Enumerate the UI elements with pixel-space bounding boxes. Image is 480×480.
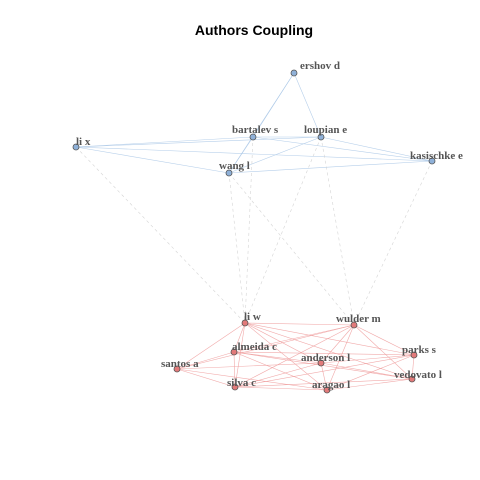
edge-loupian-liw xyxy=(245,137,321,323)
node-lix[interactable]: li x xyxy=(73,136,91,150)
node-label: ershov d xyxy=(300,60,340,72)
node-anderson[interactable]: anderson l xyxy=(301,352,350,366)
node-label: wang l xyxy=(219,160,250,172)
node-santos[interactable]: santos a xyxy=(161,358,199,372)
graph-title: Authors Coupling xyxy=(195,22,313,38)
node-label: parks s xyxy=(402,344,437,356)
node-parks[interactable]: parks s xyxy=(402,344,437,358)
node-vedovato[interactable]: vedovato l xyxy=(394,369,442,382)
node-label: santos a xyxy=(161,358,199,370)
edge-lix-wangl xyxy=(76,147,229,173)
node-label: silva c xyxy=(227,377,256,389)
edge-wangl-kasischke xyxy=(229,161,432,173)
edge-loupian-wulder xyxy=(321,137,354,325)
node-label: vedovato l xyxy=(394,369,442,381)
edge-bartalev-lix xyxy=(76,137,253,147)
node-label: bartalev s xyxy=(232,124,279,136)
node-wulder[interactable]: wulder m xyxy=(336,313,381,328)
node-label: wulder m xyxy=(336,313,381,325)
node-label: aragao l xyxy=(312,379,350,391)
node-layer: ershov d bartalev s loupian e li x wang l kas… xyxy=(73,60,463,393)
edge-lix-liw xyxy=(76,147,245,323)
node-aragao[interactable]: aragao l xyxy=(312,379,350,393)
node-label: kasischke e xyxy=(410,150,463,162)
edge-wangl-liw xyxy=(229,173,245,323)
edge-wangl-wulder xyxy=(229,173,354,325)
node-almeida[interactable]: almeida c xyxy=(231,341,277,355)
node-kasischke[interactable]: kasischke e xyxy=(410,150,463,164)
node-label: anderson l xyxy=(301,352,350,364)
node-label: loupian e xyxy=(304,124,347,136)
edge-kasischke-wulder xyxy=(354,161,432,325)
node-liw[interactable]: li w xyxy=(242,311,261,326)
node-silva[interactable]: silva c xyxy=(227,377,256,390)
node-label: li w xyxy=(244,311,261,323)
node-label: li x xyxy=(76,136,91,148)
node-label: almeida c xyxy=(232,341,277,353)
edge-loupian-lix xyxy=(76,137,321,147)
node-marker[interactable] xyxy=(291,70,297,76)
node-ershov[interactable]: ershov d xyxy=(291,60,340,76)
node-wangl[interactable]: wang l xyxy=(219,160,250,176)
